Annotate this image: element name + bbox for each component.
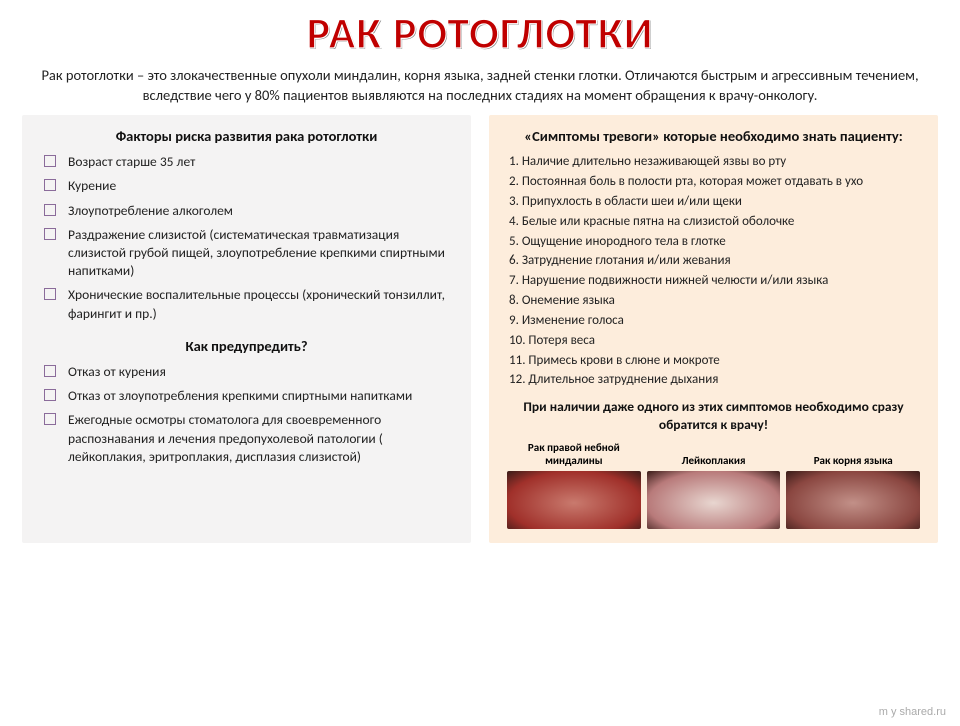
- list-item: Примесь крови в слюне и мокроте: [509, 352, 920, 371]
- watermark: m y shared.ru: [879, 706, 946, 718]
- symptoms-list: Наличие длительно незаживающей язвы во р…: [507, 153, 920, 390]
- columns: Факторы риска развития рака ротоглотки В…: [0, 115, 960, 543]
- list-item: Белые или красные пятна на слизистой обо…: [509, 213, 920, 232]
- list-item: Хронические воспалительные процессы (хро…: [44, 286, 453, 322]
- intro-paragraph: Рак ротоглотки – это злокачественные опу…: [0, 60, 960, 115]
- list-item: Припухлость в области шеи и/или щеки: [509, 193, 920, 212]
- list-item: Возраст старше 35 лет: [44, 153, 453, 171]
- examples-row: Рак правой небной миндалиныЛейкоплакияРа…: [507, 441, 920, 529]
- warning-text: При наличии даже одного из этих симптомо…: [507, 398, 920, 433]
- example-label: Рак правой небной миндалины: [507, 441, 641, 467]
- left-panel: Факторы риска развития рака ротоглотки В…: [22, 115, 471, 543]
- prevent-heading: Как предупредить?: [40, 337, 453, 355]
- risk-list: Возраст старше 35 лет Курение Злоупотребле…: [40, 153, 453, 323]
- list-item: Изменение голоса: [509, 312, 920, 331]
- risk-heading: Факторы риска развития рака ротоглотки: [40, 127, 453, 145]
- example-label: Лейкоплакия: [647, 441, 781, 467]
- list-item: Ежегодные осмотры стоматолога для своевр…: [44, 411, 453, 466]
- example-label: Рак корня языка: [786, 441, 920, 467]
- list-item: Онемение языка: [509, 292, 920, 311]
- list-item: Отказ от курения: [44, 363, 453, 381]
- list-item: Длительное затруднение дыхания: [509, 371, 920, 390]
- list-item: Раздражение слизистой (систематическая т…: [44, 226, 453, 281]
- example-image: [647, 471, 781, 529]
- list-item: Отказ от злоупотребления крепкими спиртн…: [44, 387, 453, 405]
- list-item: Злоупотребление алкоголем: [44, 202, 453, 220]
- example-image: [786, 471, 920, 529]
- example-image: [507, 471, 641, 529]
- list-item: Затруднение глотания и/или жевания: [509, 252, 920, 271]
- example-item: Рак правой небной миндалины: [507, 441, 641, 529]
- symptoms-heading: «Симптомы тревоги» которые необходимо зн…: [507, 127, 920, 145]
- prevent-list: Отказ от курения Отказ от злоупотребления…: [40, 363, 453, 466]
- example-item: Рак корня языка: [786, 441, 920, 529]
- right-panel: «Симптомы тревоги» которые необходимо зн…: [489, 115, 938, 543]
- page-title: РАК РОТОГЛОТКИ: [0, 6, 960, 60]
- list-item: Потеря веса: [509, 332, 920, 351]
- list-item: Наличие длительно незаживающей язвы во р…: [509, 153, 920, 172]
- title-text: РАК РОТОГЛОТКИ: [307, 6, 654, 60]
- list-item: Курение: [44, 177, 453, 195]
- example-item: Лейкоплакия: [647, 441, 781, 529]
- list-item: Ощущение инородного тела в глотке: [509, 233, 920, 252]
- list-item: Нарушение подвижности нижней челюсти и/и…: [509, 272, 920, 291]
- list-item: Постоянная боль в полости рта, которая м…: [509, 173, 920, 192]
